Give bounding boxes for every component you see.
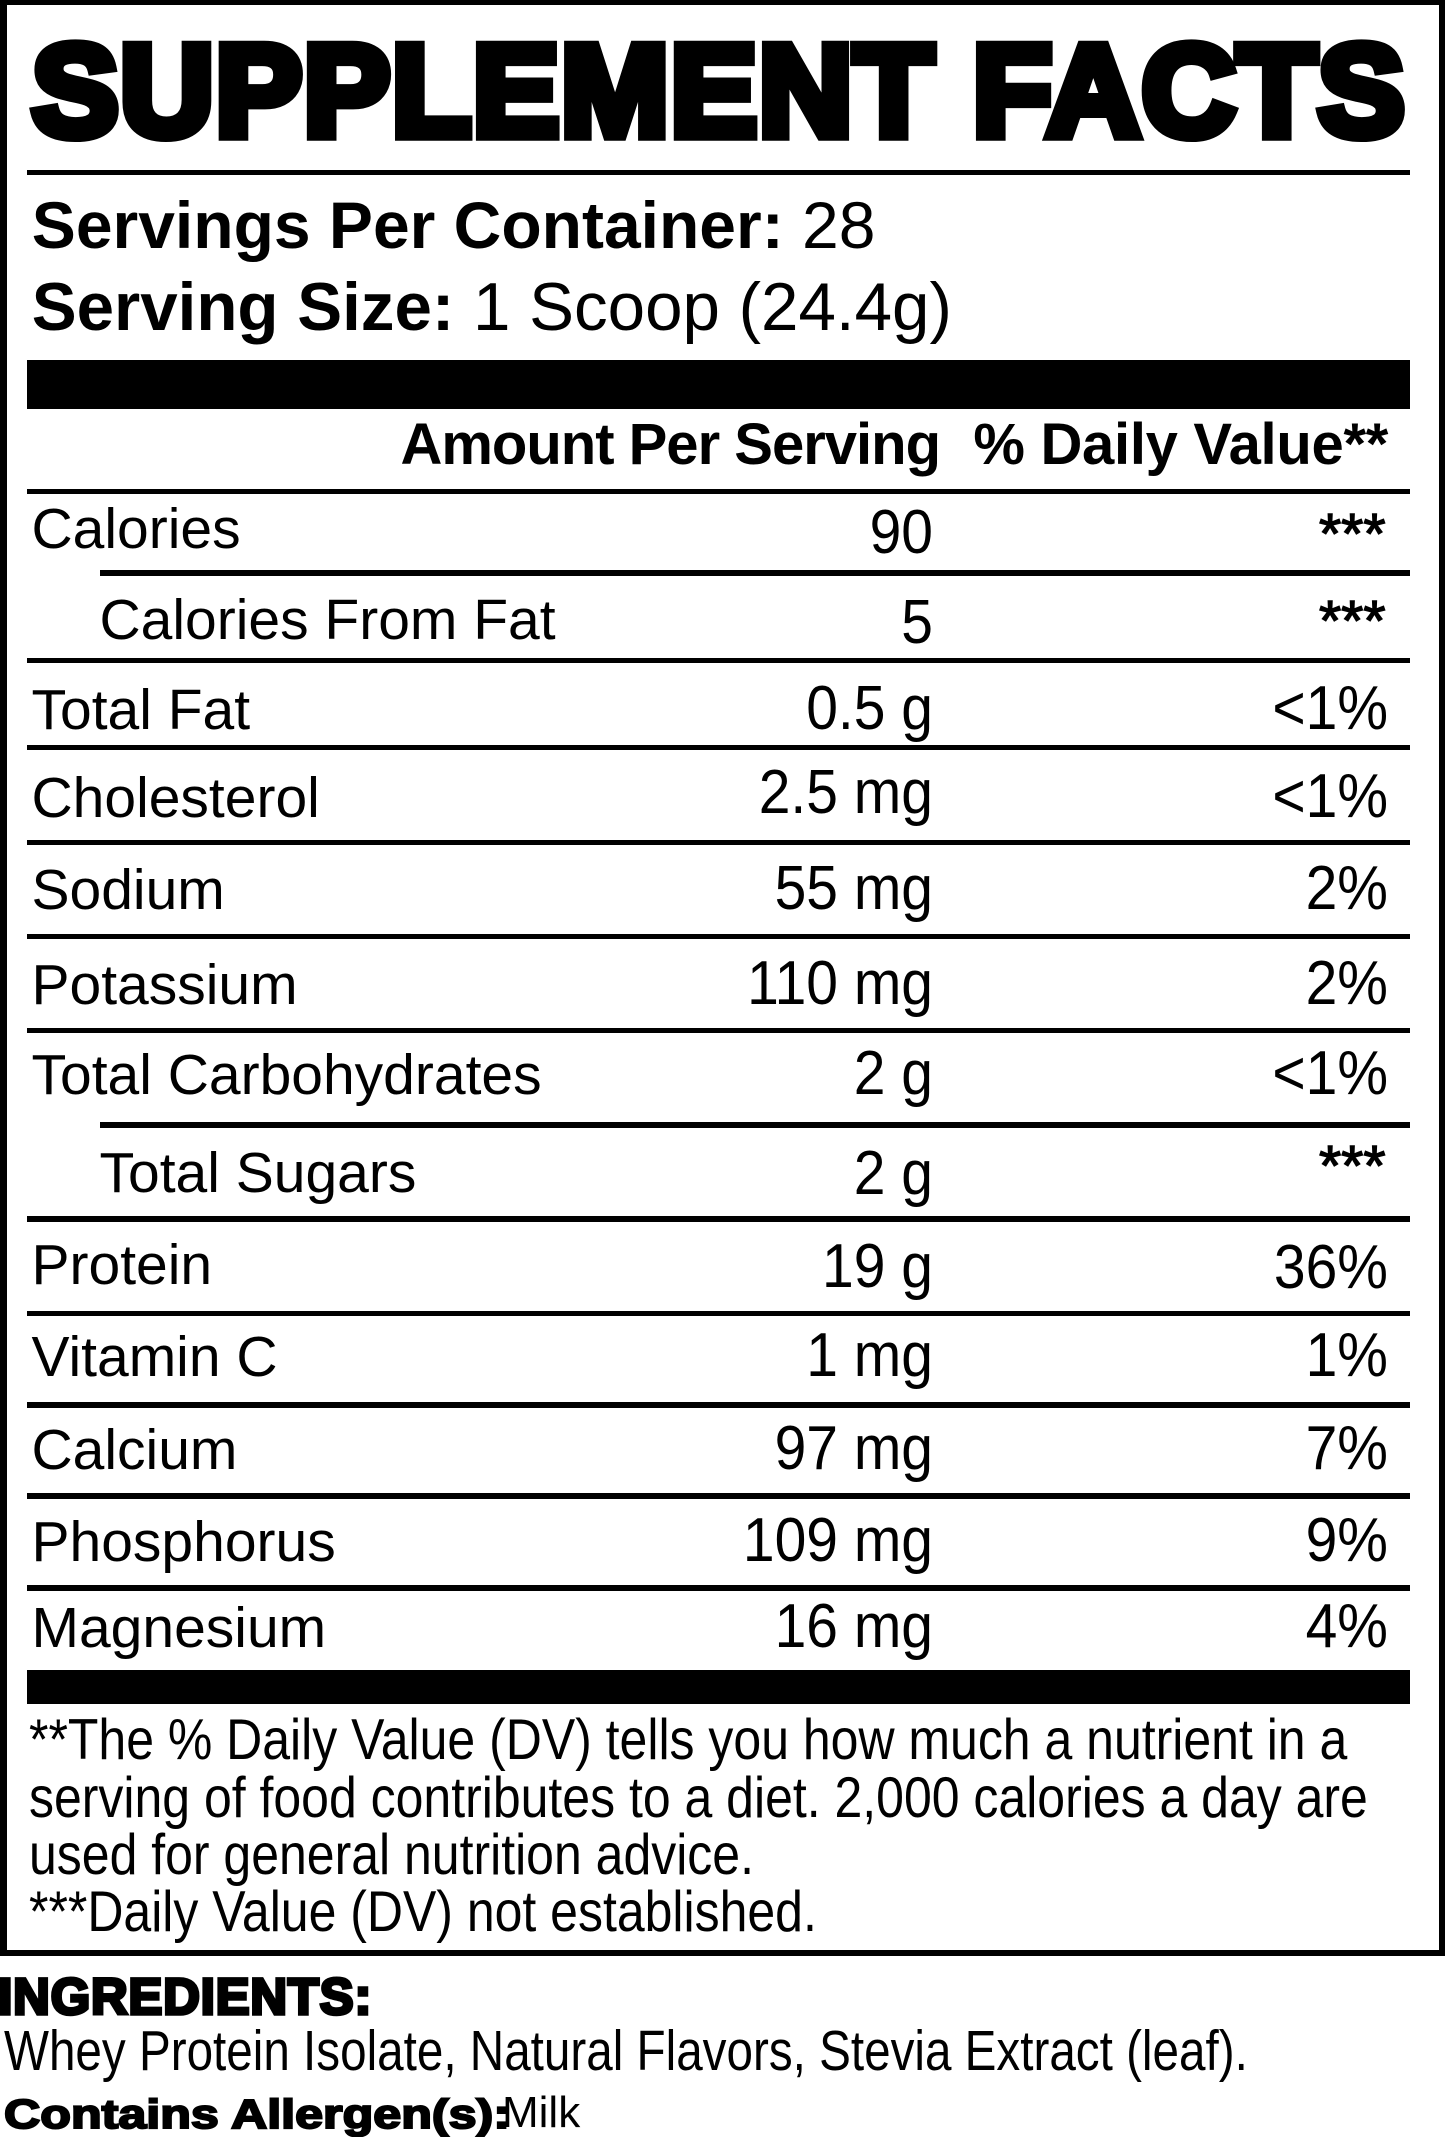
svg-text:SUPPLEMENT FACTS: SUPPLEMENT FACTS bbox=[32, 19, 1406, 163]
